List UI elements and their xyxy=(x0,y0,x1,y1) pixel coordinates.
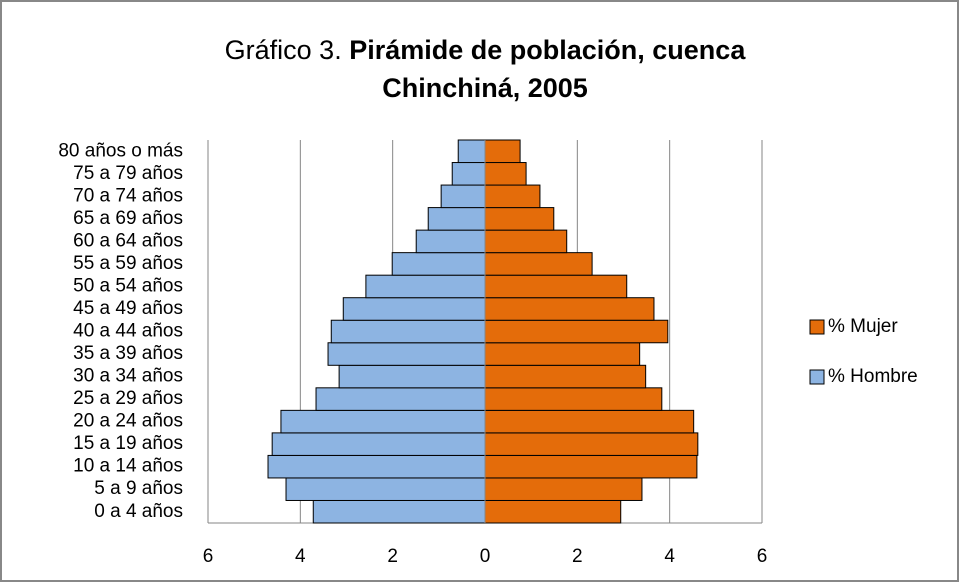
bar xyxy=(271,432,486,456)
x-tick-label: 4 xyxy=(295,546,306,567)
bar xyxy=(391,252,486,276)
bar xyxy=(327,342,486,366)
chart-title: Chinchiná, 2005 xyxy=(382,73,588,103)
y-tick-label: 65 a 69 años xyxy=(73,208,183,229)
y-tick-label: 20 a 24 años xyxy=(73,411,183,432)
bar xyxy=(484,184,541,209)
bar xyxy=(330,319,486,344)
bar xyxy=(484,319,669,344)
y-tick-label: 70 a 74 años xyxy=(73,185,183,206)
bar xyxy=(457,139,486,164)
title-part: Gráfico 3. xyxy=(225,35,342,65)
x-tick-label: 2 xyxy=(387,546,398,567)
y-tick-label: 35 a 39 años xyxy=(73,343,183,364)
x-tick-label: 6 xyxy=(203,546,214,567)
bar xyxy=(484,364,647,389)
x-tick-label: 0 xyxy=(480,546,491,567)
bar xyxy=(415,229,486,254)
bar xyxy=(315,387,486,411)
legend-label: % Mujer xyxy=(828,316,898,337)
y-tick-label: 45 a 49 años xyxy=(73,298,183,319)
y-tick-label: 55 a 59 años xyxy=(73,253,183,274)
bar xyxy=(484,229,568,254)
legend-label: % Hombre xyxy=(828,366,918,387)
bar xyxy=(440,184,486,209)
bar xyxy=(484,297,655,321)
y-tick-label: 30 a 34 años xyxy=(73,366,183,387)
bar xyxy=(484,409,695,434)
y-tick-label: 15 a 19 años xyxy=(73,433,183,454)
y-tick-label: 40 a 44 años xyxy=(73,321,183,342)
bar xyxy=(484,252,593,276)
y-tick-label: 5 a 9 años xyxy=(94,478,183,499)
y-tick-label: 50 a 54 años xyxy=(73,275,183,296)
y-tick-label: 60 a 64 años xyxy=(73,230,183,251)
bar xyxy=(484,139,521,164)
chart-title: Gráfico 3. Pirámide de población, cuenca xyxy=(225,35,747,65)
legend-swatch xyxy=(809,369,825,385)
bar xyxy=(484,387,663,411)
y-tick-label: 80 años o más xyxy=(58,140,183,161)
legend-swatch xyxy=(809,319,825,335)
x-tick-label: 6 xyxy=(757,546,768,567)
x-tick-label: 4 xyxy=(664,546,675,567)
title-part: Pirámide de población, cuenca xyxy=(349,35,746,65)
y-tick-label: 10 a 14 años xyxy=(73,456,183,477)
bar xyxy=(365,274,486,299)
bar xyxy=(338,364,486,389)
bar xyxy=(451,162,486,186)
bar xyxy=(312,499,486,524)
bar xyxy=(484,207,555,231)
bar xyxy=(427,207,486,231)
bar xyxy=(280,409,486,434)
bar xyxy=(484,454,698,479)
bar xyxy=(484,342,641,366)
bar xyxy=(267,454,486,479)
bar xyxy=(484,162,527,186)
y-tick-label: 25 a 29 años xyxy=(73,388,183,409)
x-tick-label: 2 xyxy=(572,546,583,567)
bar xyxy=(285,477,486,501)
y-tick-label: 75 a 79 años xyxy=(73,163,183,184)
bar xyxy=(484,274,628,299)
bar xyxy=(342,297,486,321)
bar xyxy=(484,432,699,456)
bar xyxy=(484,499,622,524)
bar xyxy=(484,477,643,501)
y-tick-label: 0 a 4 años xyxy=(94,501,183,522)
